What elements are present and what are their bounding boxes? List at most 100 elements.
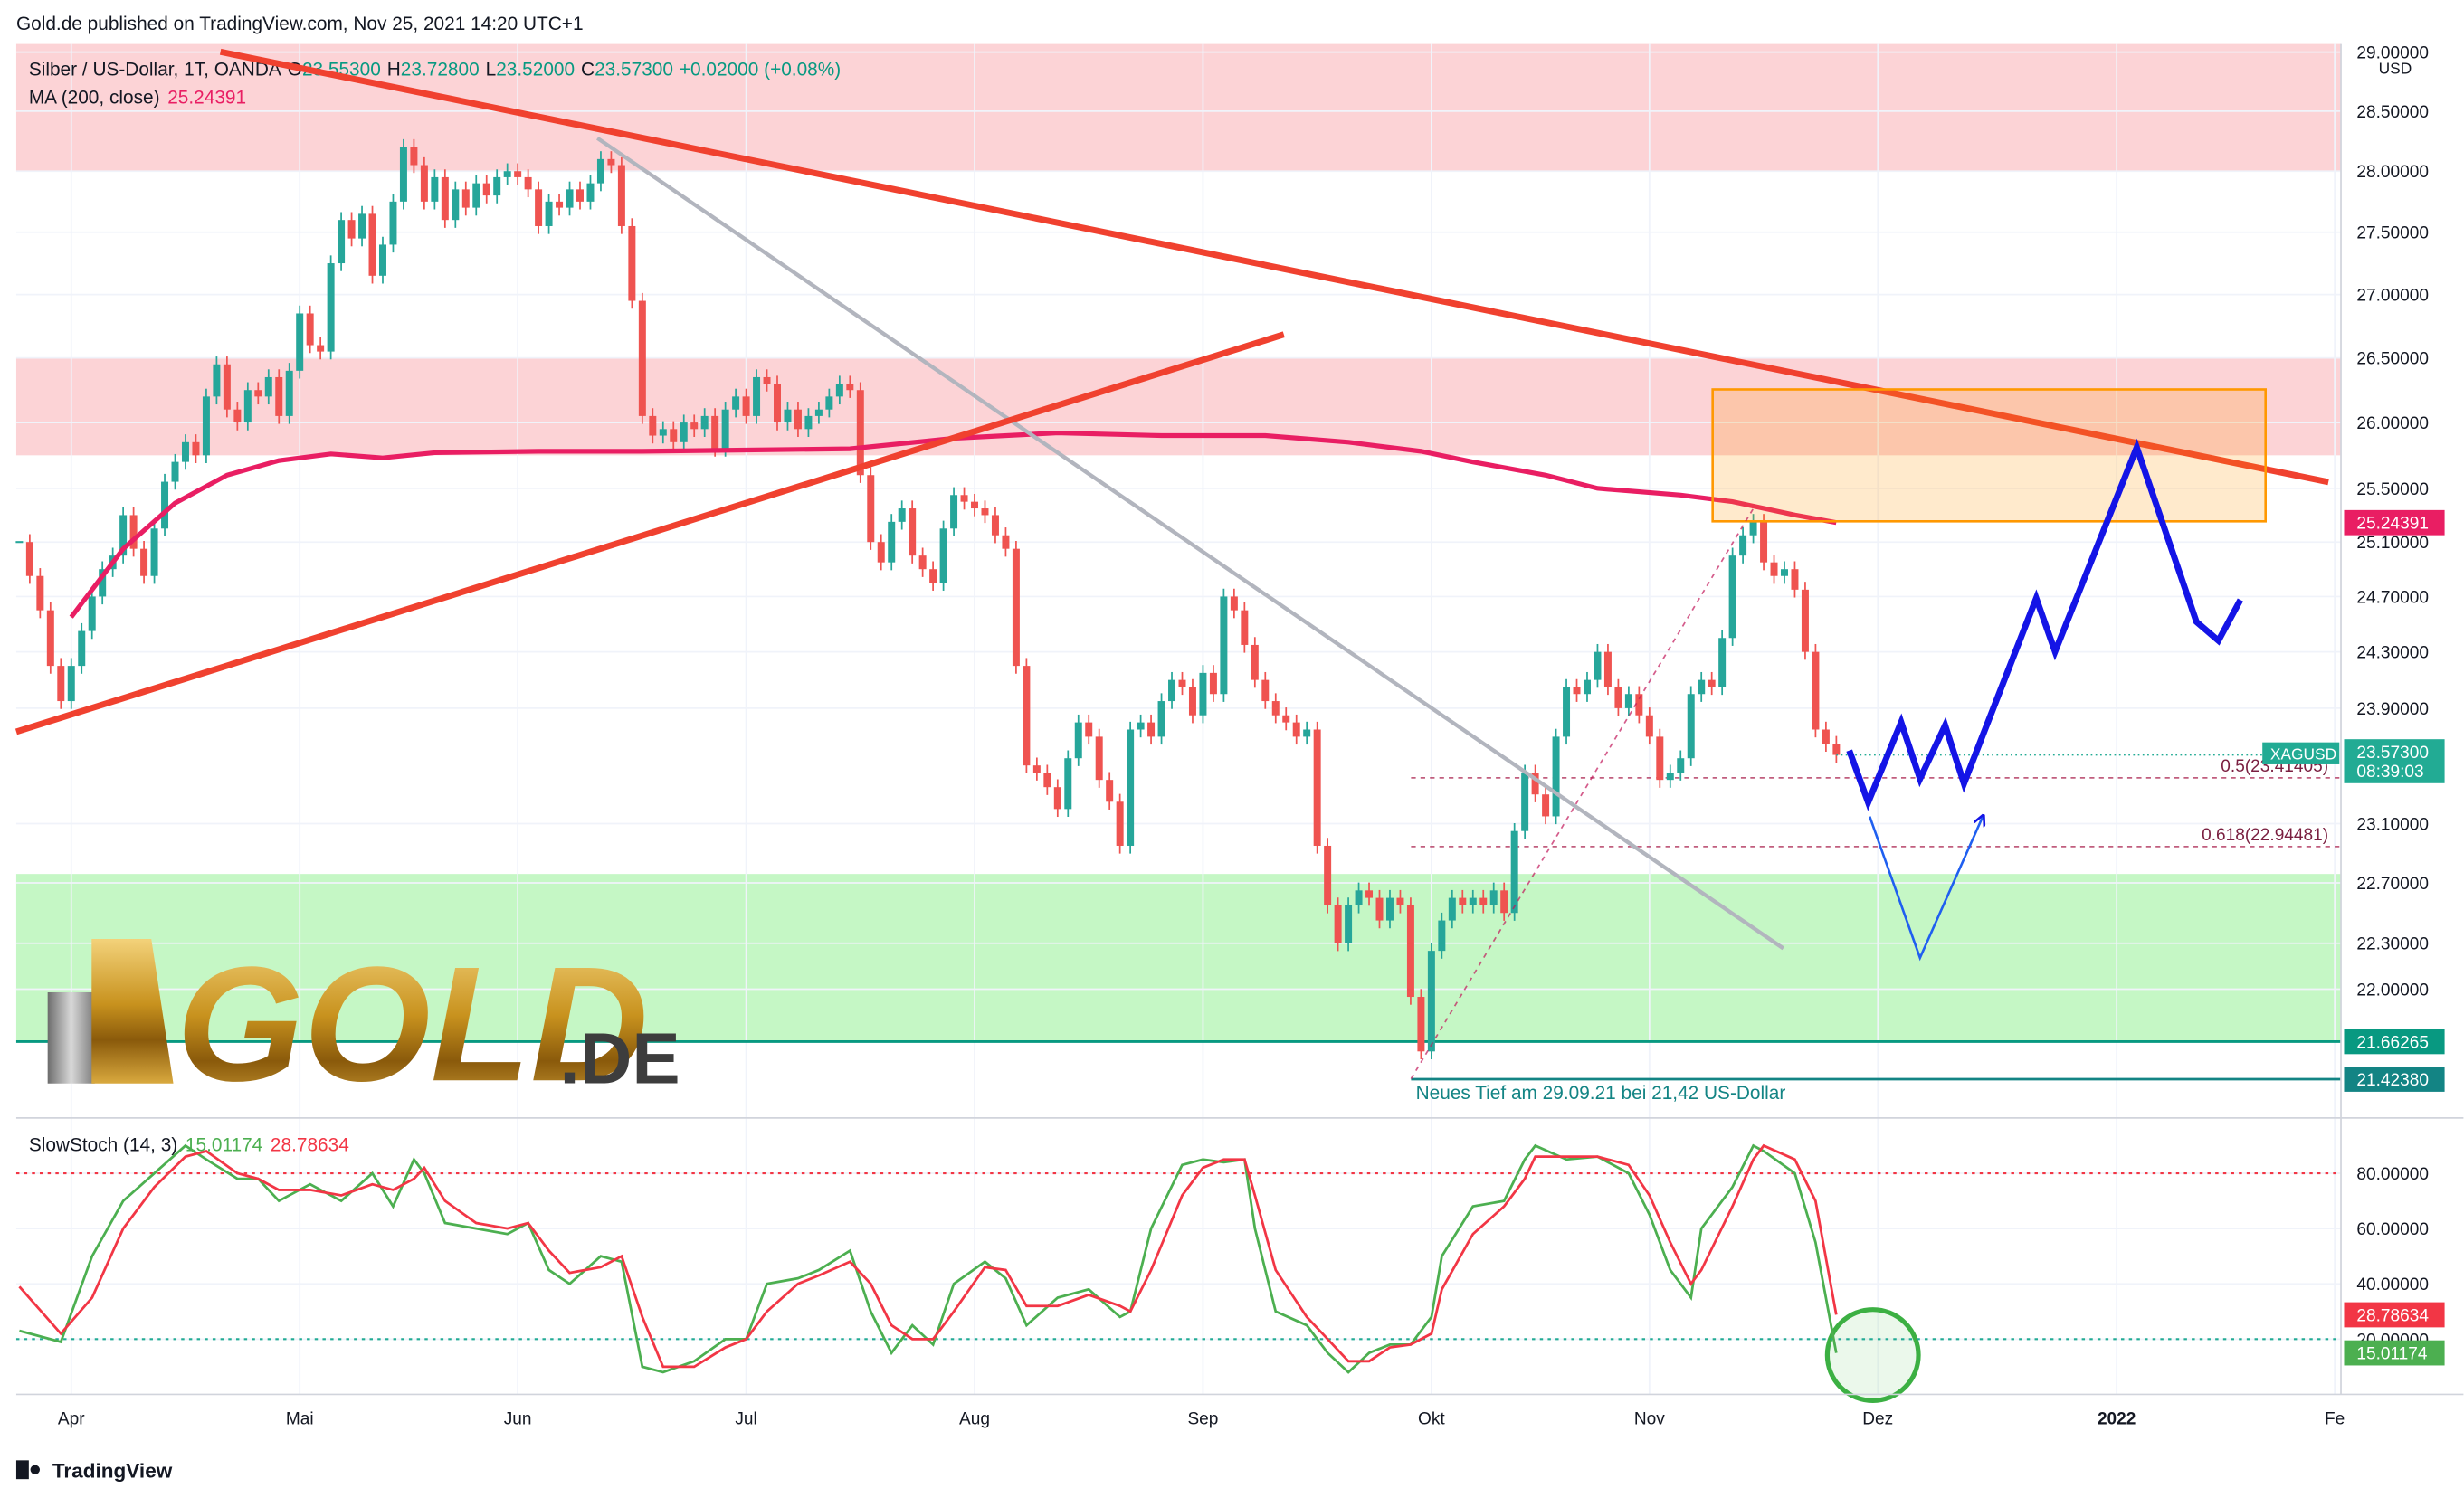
candle	[296, 313, 304, 371]
candle	[1677, 758, 1685, 773]
candle	[1469, 897, 1477, 905]
candle	[223, 364, 231, 410]
trend-line	[219, 48, 2329, 486]
x-tick-label: Okt	[1418, 1409, 1445, 1428]
candle	[119, 515, 128, 556]
y-tick-label: 40.00000	[2356, 1275, 2429, 1294]
y-tick-label: 60.00000	[2356, 1220, 2429, 1239]
candle	[1687, 694, 1695, 759]
candle	[1521, 773, 1529, 831]
price-pane: 0.5(23.41405)0.618(22.94481)Neues Tief a…	[15, 59, 2342, 1104]
candle	[929, 569, 937, 583]
candle	[368, 213, 376, 276]
candle	[909, 508, 917, 556]
candle	[254, 390, 262, 397]
legend: Silber / US-Dollar, 1T, OANDAO23.55300H2…	[29, 59, 841, 80]
logo-suffix: .DE	[560, 1019, 680, 1099]
x-tick-label: Nov	[1634, 1409, 1665, 1428]
legend: SlowStoch (14, 3) 15.01174 28.78634	[29, 1134, 349, 1155]
candle	[991, 515, 999, 536]
candle	[441, 176, 449, 221]
candle	[1375, 897, 1384, 921]
candle	[1116, 801, 1124, 846]
candle	[431, 176, 439, 202]
candle	[814, 409, 823, 416]
candle	[1251, 644, 1259, 680]
candle	[638, 300, 646, 416]
candle	[243, 390, 252, 423]
candle	[1812, 651, 1820, 730]
y-tick-label: 22.30000	[2356, 935, 2429, 954]
legend-change: +0.02000 (+0.08%)	[680, 59, 841, 80]
candle	[1594, 651, 1602, 680]
tv-logo	[30, 1465, 40, 1474]
candle	[1106, 780, 1114, 802]
legend-value: 23.52000	[496, 59, 575, 80]
candle	[939, 528, 947, 583]
candle	[140, 548, 148, 576]
stoch-label: 28.78634	[2356, 1306, 2429, 1325]
candle	[1728, 555, 1736, 639]
legend-key: C	[581, 59, 595, 80]
candle	[566, 189, 574, 208]
candle	[1542, 794, 1550, 817]
candle	[607, 158, 615, 166]
candle	[1635, 694, 1643, 716]
candle	[1479, 897, 1488, 905]
candle	[1801, 589, 1809, 652]
candle	[1365, 890, 1374, 898]
currency: USD	[2379, 60, 2412, 78]
candle	[971, 501, 979, 509]
stoch-label-bg	[2344, 1340, 2445, 1366]
candle	[1760, 521, 1768, 563]
candle	[846, 384, 854, 391]
y-tick-label: 27.00000	[2356, 287, 2429, 306]
logo-text: GOLD	[176, 934, 648, 1115]
candle	[78, 630, 86, 667]
symbol-label: XAGUSD	[2270, 745, 2336, 763]
candle	[15, 541, 24, 544]
candle	[1563, 687, 1571, 737]
candle	[285, 370, 293, 416]
y-tick-label: 80.00000	[2356, 1165, 2429, 1184]
legend-value: 23.72800	[401, 59, 480, 80]
y-tick-label: 23.10000	[2356, 815, 2429, 834]
symbol-bg	[2262, 742, 2340, 764]
candle	[1438, 920, 1446, 952]
candle	[1188, 687, 1196, 716]
candle	[25, 542, 33, 576]
ma-label: 25.24391	[2356, 515, 2429, 534]
stoch-pane: SlowStoch (14, 3) 15.01174 28.78634	[15, 1134, 2342, 1374]
price-label: 23.57300	[2356, 744, 2429, 763]
candle	[1282, 715, 1290, 723]
x-tick-label: Apr	[58, 1409, 85, 1428]
legend-key: L	[486, 59, 497, 80]
forecast-path	[1869, 817, 1983, 962]
stoch-value: 15.01174	[186, 1134, 262, 1155]
x-tick-label: 2022	[2098, 1409, 2136, 1428]
y-tick-label: 22.70000	[2356, 875, 2429, 894]
candle	[867, 475, 875, 543]
trend-line	[14, 331, 1285, 735]
candle	[161, 481, 169, 529]
candle	[1012, 548, 1020, 667]
candle	[825, 396, 833, 410]
candle	[1385, 897, 1394, 921]
y-tick-label: 28.00000	[2356, 163, 2429, 182]
level-label-bg	[2344, 1067, 2445, 1092]
candle	[213, 364, 221, 397]
candle	[378, 244, 386, 276]
candle	[1053, 787, 1061, 810]
candle	[628, 225, 636, 301]
candle	[1624, 694, 1632, 708]
candle	[690, 422, 699, 430]
y-tick-label: 23.90000	[2356, 700, 2429, 719]
y-tick-label: 24.70000	[2356, 588, 2429, 607]
x-tick-label: Jul	[735, 1409, 756, 1428]
published-by: Gold.de published on TradingView.com, No…	[16, 14, 584, 34]
candle	[804, 415, 813, 430]
candle	[338, 220, 346, 264]
trend-line	[595, 136, 1785, 951]
candle	[1261, 679, 1270, 702]
x-tick-label: Fe	[2325, 1409, 2345, 1428]
